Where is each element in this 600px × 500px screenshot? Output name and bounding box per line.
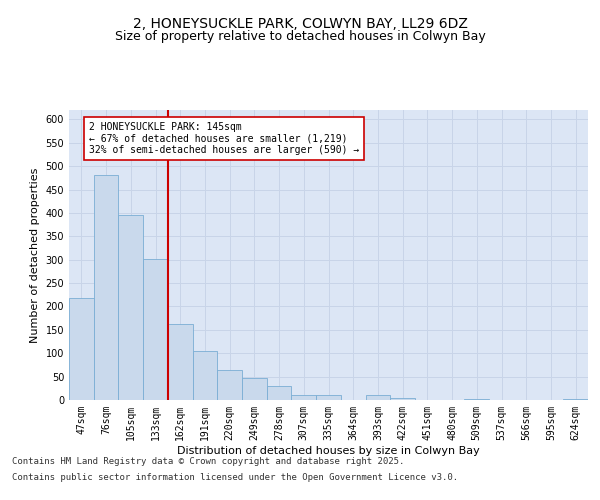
X-axis label: Distribution of detached houses by size in Colwyn Bay: Distribution of detached houses by size … [177,446,480,456]
Bar [118,215,143,400]
Text: Size of property relative to detached houses in Colwyn Bay: Size of property relative to detached ho… [115,30,485,43]
Bar [390,398,415,400]
Bar [69,298,94,400]
Text: Contains public sector information licensed under the Open Government Licence v3: Contains public sector information licen… [12,472,458,482]
Bar [464,398,489,400]
Bar [365,396,390,400]
Y-axis label: Number of detached properties: Number of detached properties [30,168,40,342]
Bar [143,258,168,400]
Bar [94,176,118,400]
Bar [242,378,267,400]
Bar [267,386,292,400]
Bar [193,351,217,400]
Bar [168,324,193,400]
Text: 2 HONEYSUCKLE PARK: 145sqm
← 67% of detached houses are smaller (1,219)
32% of s: 2 HONEYSUCKLE PARK: 145sqm ← 67% of deta… [89,122,359,155]
Bar [217,370,242,400]
Bar [563,398,588,400]
Text: 2, HONEYSUCKLE PARK, COLWYN BAY, LL29 6DZ: 2, HONEYSUCKLE PARK, COLWYN BAY, LL29 6D… [133,18,467,32]
Text: Contains HM Land Registry data © Crown copyright and database right 2025.: Contains HM Land Registry data © Crown c… [12,458,404,466]
Bar [316,396,341,400]
Bar [292,396,316,400]
